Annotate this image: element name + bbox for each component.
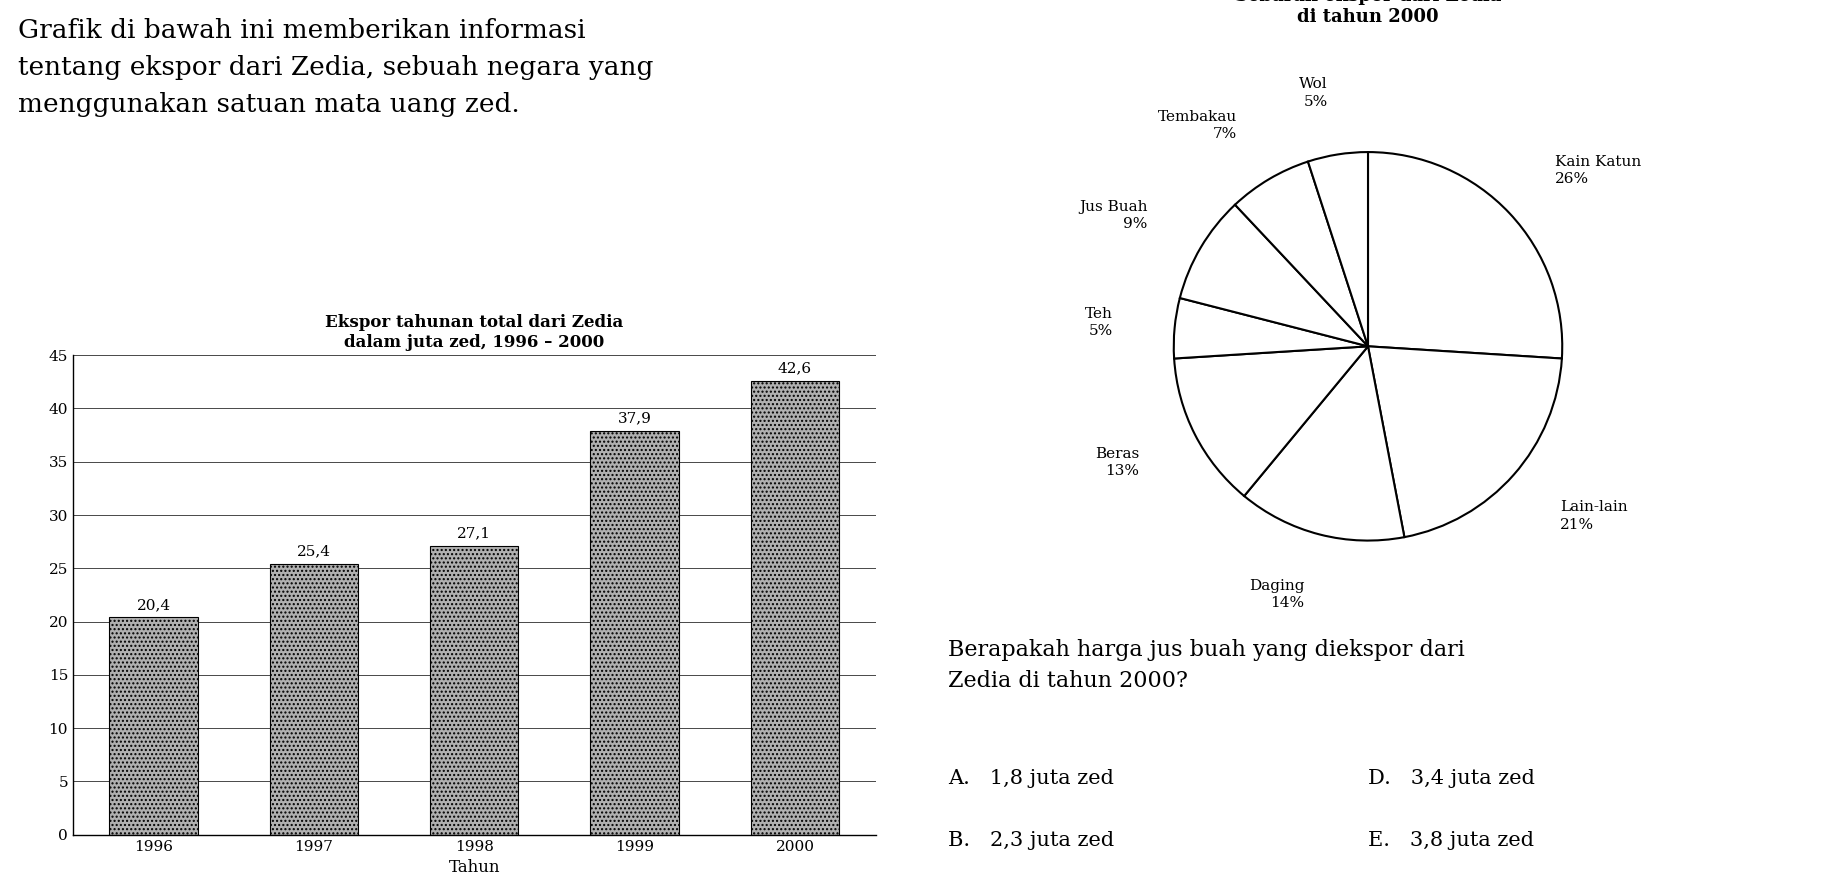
Text: Kain Katun
26%: Kain Katun 26% (1553, 155, 1641, 186)
X-axis label: Tahun: Tahun (448, 859, 500, 876)
Wedge shape (1243, 346, 1404, 541)
Wedge shape (1234, 162, 1367, 346)
Text: Beras
13%: Beras 13% (1094, 447, 1139, 479)
Text: Daging
14%: Daging 14% (1249, 579, 1303, 610)
Text: Wol
5%: Wol 5% (1298, 77, 1327, 108)
Title: Sebaran ekspor dari Zedia
di tahun 2000: Sebaran ekspor dari Zedia di tahun 2000 (1234, 0, 1500, 26)
Bar (591, 431, 678, 835)
Text: 25,4: 25,4 (297, 544, 330, 559)
Bar (270, 564, 357, 835)
Text: Jus Buah
9%: Jus Buah 9% (1077, 200, 1147, 232)
Wedge shape (1307, 152, 1367, 346)
Text: 27,1: 27,1 (458, 527, 490, 541)
Wedge shape (1179, 205, 1367, 346)
Text: Teh
5%: Teh 5% (1085, 306, 1112, 337)
Text: A.   1,8 juta zed: A. 1,8 juta zed (948, 769, 1114, 788)
Wedge shape (1174, 346, 1367, 496)
Wedge shape (1367, 152, 1560, 359)
Wedge shape (1174, 298, 1367, 359)
Text: Tembakau
7%: Tembakau 7% (1158, 110, 1236, 141)
Wedge shape (1367, 346, 1560, 537)
Text: E.   3,8 juta zed: E. 3,8 juta zed (1367, 831, 1533, 850)
Text: D.   3,4 juta zed: D. 3,4 juta zed (1367, 769, 1533, 788)
Text: 37,9: 37,9 (618, 411, 651, 425)
Bar (109, 617, 197, 835)
Text: Berapakah harga jus buah yang diekspor dari
Zedia di tahun 2000?: Berapakah harga jus buah yang diekspor d… (948, 639, 1464, 692)
Bar (430, 546, 518, 835)
Bar (751, 381, 839, 835)
Text: 42,6: 42,6 (777, 361, 811, 376)
Text: Lain-lain
21%: Lain-lain 21% (1559, 500, 1628, 532)
Text: B.   2,3 juta zed: B. 2,3 juta zed (948, 831, 1114, 850)
Title: Ekspor tahunan total dari Zedia
dalam juta zed, 1996 – 2000: Ekspor tahunan total dari Zedia dalam ju… (324, 314, 623, 351)
Text: 20,4: 20,4 (137, 598, 171, 612)
Text: Grafik di bawah ini memberikan informasi
tentang ekspor dari Zedia, sebuah negar: Grafik di bawah ini memberikan informasi… (18, 18, 653, 116)
